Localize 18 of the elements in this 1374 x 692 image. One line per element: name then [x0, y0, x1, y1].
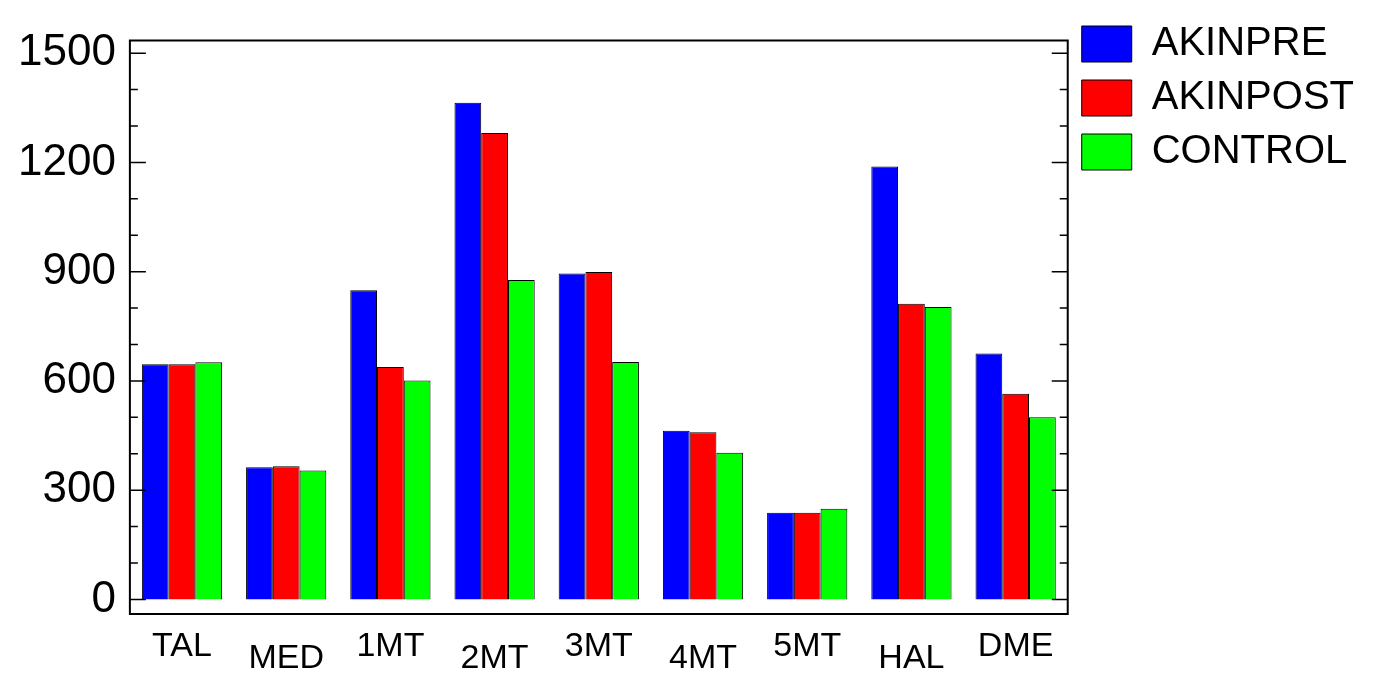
y-tick-label: 900 [42, 243, 116, 293]
legend-label: CONTROL [1151, 127, 1348, 172]
x-tick-label: 2MT [460, 637, 529, 676]
x-tick-label: TAL [152, 625, 212, 664]
x-tick-label: 3MT [564, 625, 633, 664]
y-tick-label: 1500 [17, 25, 116, 75]
x-tick-label: MED [248, 637, 324, 676]
y-tick-label: 600 [42, 353, 116, 403]
x-tick-label: HAL [878, 637, 945, 676]
x-tick-label: 1MT [356, 625, 425, 664]
y-tick-label: 1200 [17, 134, 116, 184]
legend-label: AKINPOST [1151, 73, 1354, 118]
legend-label: AKINPRE [1151, 19, 1328, 64]
x-tick-label: DME [977, 625, 1054, 664]
y-tick-label: 300 [42, 462, 116, 512]
x-tick-label: 5MT [773, 625, 842, 664]
y-tick-label: 0 [91, 571, 116, 621]
x-tick-label: 4MT [669, 637, 738, 676]
